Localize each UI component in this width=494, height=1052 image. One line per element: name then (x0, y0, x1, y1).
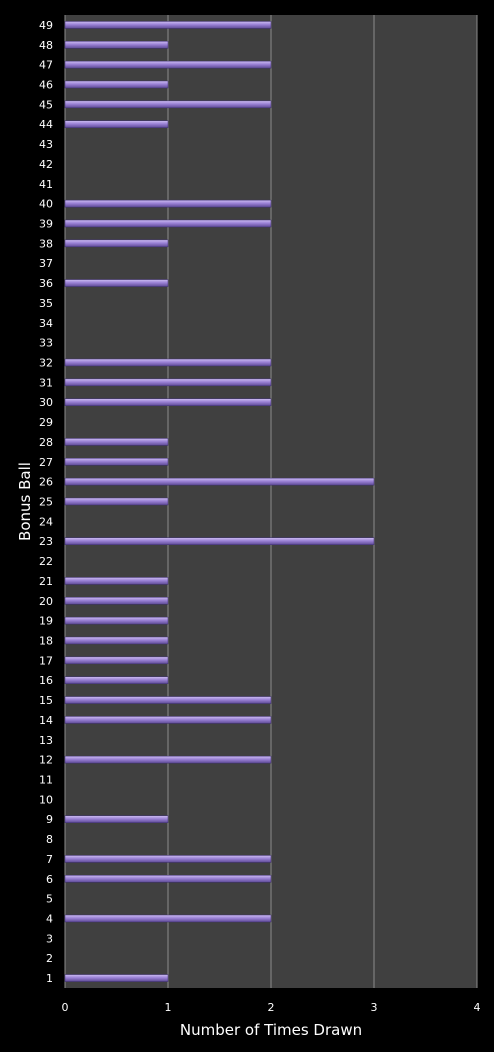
y-tick-label: 43 (39, 138, 53, 151)
bar-7 (64, 855, 272, 863)
x-tick-labels: 0 1 2 3 4 (62, 1001, 481, 1014)
x-tick-label: 3 (371, 1001, 378, 1014)
bar-16 (64, 676, 169, 684)
bar-46 (64, 80, 169, 89)
bar-12 (64, 755, 272, 764)
y-tick-label: 49 (39, 19, 53, 32)
y-tick-label: 46 (39, 79, 53, 92)
bar-48 (64, 41, 169, 49)
y-tick-label: 15 (39, 694, 53, 707)
bar-15 (64, 696, 272, 704)
y-tick-label: 37 (39, 257, 53, 270)
y-tick-label: 12 (39, 754, 53, 767)
bar-31 (64, 378, 272, 387)
bar-25 (64, 497, 169, 506)
y-tick-label: 20 (39, 595, 53, 608)
y-tick-label: 3 (46, 932, 53, 945)
y-tick-label: 48 (39, 39, 53, 52)
y-tick-label: 18 (39, 635, 53, 648)
y-tick-label: 21 (39, 575, 53, 588)
y-tick-label: 19 (39, 615, 53, 628)
y-tick-label: 4 (46, 913, 53, 926)
y-tick-label: 10 (39, 793, 53, 806)
y-tick-label: 22 (39, 555, 53, 568)
bar-39 (64, 219, 272, 228)
x-axis-title: Number of Times Drawn (180, 1021, 362, 1039)
y-tick-label: 33 (39, 337, 53, 350)
bar-40 (64, 199, 272, 208)
y-tick-label: 2 (46, 952, 53, 965)
y-tick-label: 27 (39, 456, 53, 469)
y-tick-label: 13 (39, 734, 53, 747)
bar-20 (64, 597, 169, 605)
y-tick-label: 41 (39, 178, 53, 191)
y-tick-label: 32 (39, 357, 53, 370)
bar-17 (64, 656, 169, 665)
x-tick-label: 0 (62, 1001, 69, 1014)
bar-28 (64, 438, 169, 446)
y-tick-label: 8 (46, 833, 53, 846)
y-tick-label: 7 (46, 853, 53, 866)
x-tick-label: 4 (474, 1001, 481, 1014)
y-tick-label: 14 (39, 714, 53, 727)
bar-6 (64, 875, 272, 883)
bar-45 (64, 100, 272, 109)
y-tick-label: 42 (39, 158, 53, 171)
y-tick-label: 31 (39, 376, 53, 389)
bars (64, 21, 375, 982)
y-tick-label: 39 (39, 218, 53, 231)
bar-21 (64, 577, 169, 585)
bar-18 (64, 636, 169, 645)
bar-14 (64, 716, 272, 724)
bar-47 (64, 60, 272, 69)
bar-38 (64, 239, 169, 248)
y-tick-label: 40 (39, 198, 53, 211)
y-tick-label: 5 (46, 893, 53, 906)
bar-36 (64, 279, 169, 287)
y-tick-label: 16 (39, 674, 53, 687)
bar-30 (64, 398, 272, 406)
y-tick-label: 23 (39, 535, 53, 548)
bar-1 (64, 974, 169, 982)
bar-27 (64, 458, 169, 466)
y-tick-label: 1 (46, 972, 53, 985)
y-tick-label: 28 (39, 436, 53, 449)
y-tick-label: 9 (46, 813, 53, 826)
y-tick-label: 29 (39, 416, 53, 429)
y-tick-label: 35 (39, 297, 53, 310)
y-tick-labels: 1234567891011121314151617181920212223242… (39, 19, 53, 985)
y-tick-label: 25 (39, 496, 53, 509)
y-tick-label: 24 (39, 515, 53, 528)
y-tick-label: 26 (39, 476, 53, 489)
y-tick-label: 17 (39, 654, 53, 667)
bar-23 (64, 537, 375, 545)
y-tick-label: 30 (39, 396, 53, 409)
bar-4 (64, 914, 272, 923)
y-tick-label: 45 (39, 98, 53, 111)
y-tick-label: 11 (39, 774, 53, 787)
y-tick-label: 47 (39, 59, 53, 72)
y-tick-label: 34 (39, 317, 53, 330)
bar-44 (64, 120, 169, 128)
y-axis-title: Bonus Ball (16, 462, 34, 541)
y-tick-label: 38 (39, 237, 53, 250)
bar-19 (64, 616, 169, 625)
x-tick-label: 2 (268, 1001, 275, 1014)
bar-49 (64, 21, 272, 29)
bar-9 (64, 815, 169, 823)
y-tick-label: 36 (39, 277, 53, 290)
y-tick-label: 44 (39, 118, 53, 131)
gridlines (64, 15, 478, 988)
x-tick-label: 1 (165, 1001, 172, 1014)
y-tick-label: 6 (46, 873, 53, 886)
bar-32 (64, 358, 272, 367)
bar-26 (64, 477, 375, 486)
